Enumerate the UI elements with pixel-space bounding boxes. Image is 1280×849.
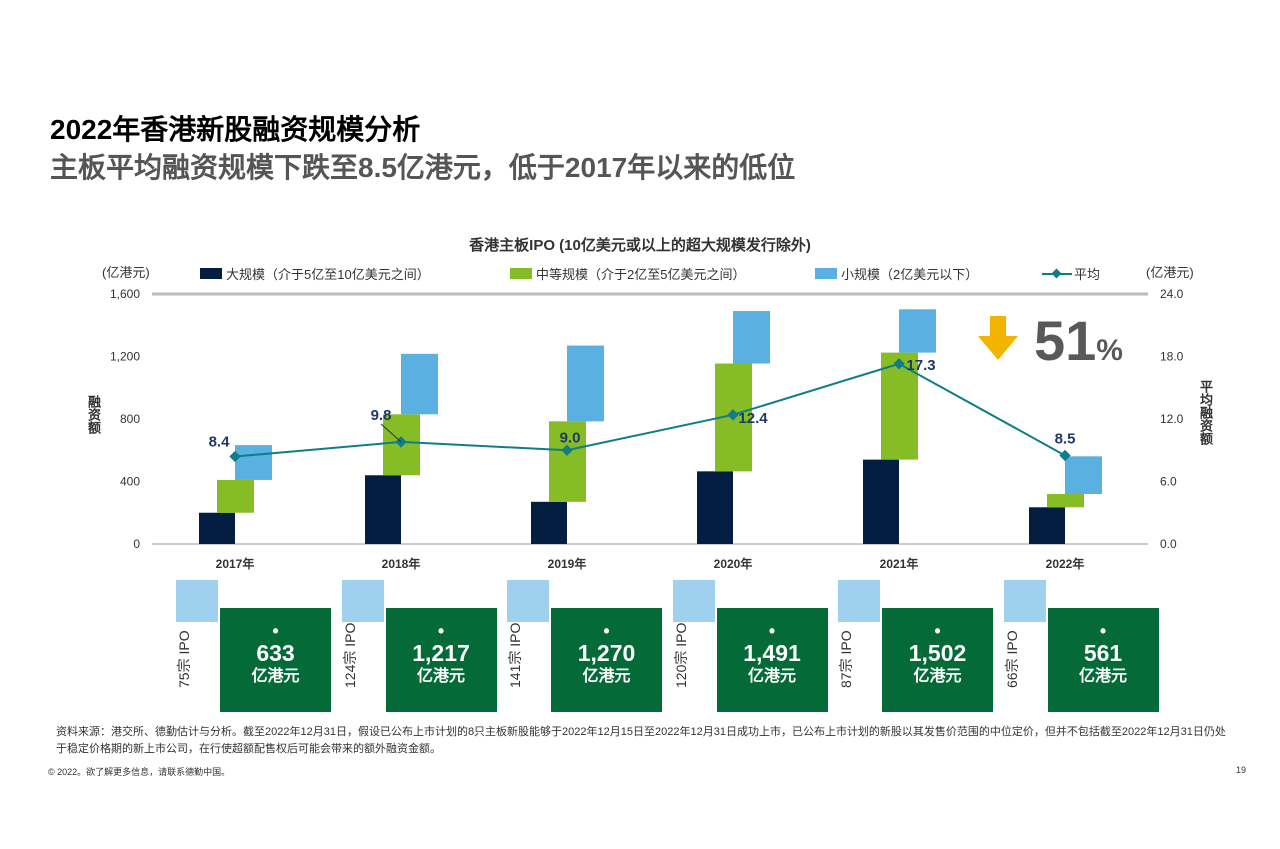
bar-medium (1047, 494, 1084, 508)
legend-small: 小规模（2亿美元以下） (815, 264, 978, 283)
average-point (561, 444, 573, 456)
total-unit: 亿港元 (582, 668, 631, 685)
average-point (727, 409, 739, 421)
total-box: • 1,270 亿港元 (551, 608, 662, 712)
bar-small (1065, 456, 1102, 494)
copyright: © 2022。欲了解更多信息，请联系德勤中国。 (48, 767, 231, 777)
total-value: 1,502 (908, 640, 967, 666)
bullet-icon: • (934, 621, 941, 641)
total-unit: 亿港元 (747, 668, 796, 685)
small-scale-swatch (176, 580, 218, 622)
arrow-down-icon (978, 316, 1018, 360)
average-point (229, 450, 241, 463)
bar-large (365, 475, 401, 544)
average-data-label: 17.3 (906, 357, 935, 374)
average-point (893, 358, 905, 370)
small-scale-swatch (672, 580, 715, 622)
y2-tick-label: 6.0 (1160, 475, 1177, 489)
label-leader-line (380, 423, 402, 443)
page-title: 2022年香港新股融资规模分析 (50, 114, 421, 145)
total-box: • 1,502 亿港元 (882, 608, 993, 712)
callout-percent: 51% (1034, 309, 1123, 372)
ipo-count: 75宗 IPO (176, 630, 192, 688)
total-unit: 亿港元 (251, 668, 300, 685)
ipo-count: 87宗 IPO (838, 630, 854, 688)
total-box: • 633 亿港元 (220, 608, 331, 712)
y-tick-label: 1,200 (110, 350, 140, 364)
average-data-label: 9.0 (560, 429, 581, 446)
bullet-icon: • (768, 621, 776, 641)
y2-tick-label: 12.0 (1160, 412, 1184, 426)
total-value: 1,270 (577, 640, 636, 666)
bullet-icon: • (1099, 621, 1107, 641)
bar-small (899, 309, 936, 353)
y-axis-label: 融资额 (86, 395, 101, 434)
average-data-label: 8.4 (209, 434, 231, 451)
y-tick-label: 400 (120, 475, 140, 489)
footnote: 资料来源：港交所、德勤估计与分析。截至2022年12月31日，假设已公布上市计划… (56, 726, 1226, 755)
total-value: 1,491 (743, 640, 801, 666)
total-unit: 亿港元 (913, 668, 962, 685)
total-box: • 1,491 亿港元 (716, 608, 828, 712)
bar-medium (217, 479, 254, 513)
page-subtitle: 主板平均融资规模下跌至8.5亿港元，低于2017年以来的低位 (50, 152, 796, 183)
legend-large: 大规模（介于5亿至10亿美元之间） (200, 264, 430, 283)
bar-small (733, 311, 770, 364)
left-axis-unit: (亿港元) (102, 265, 150, 280)
y-tick-label: 0 (133, 537, 140, 551)
y-tick-label: 800 (120, 412, 140, 426)
ipo-count: 120宗 IPO (672, 622, 689, 688)
bar-large (1029, 507, 1065, 544)
x-tick-label: 2022年 (1046, 556, 1085, 571)
y2-axis-label: 平均融资额 (1198, 380, 1213, 445)
total-box: • 1,217 亿港元 (385, 608, 497, 712)
y2-tick-label: 18.0 (1160, 350, 1184, 364)
bar-small (567, 345, 604, 422)
x-tick-label: 2017年 (216, 556, 255, 571)
x-tick-label: 2019年 (548, 556, 587, 571)
y2-tick-label: 0.0 (1160, 537, 1177, 551)
right-axis-unit: (亿港元) (1146, 265, 1194, 280)
ipo-count: 66宗 IPO (1003, 630, 1020, 688)
chart-canvas: 0 400 800 1,200 1,600 0.0 6.0 12.0 18.0 24.0 2017年… (110, 287, 1184, 571)
small-scale-swatch (341, 580, 384, 622)
average-data-label: 9.8 (371, 407, 392, 424)
small-scale-swatch (1003, 580, 1046, 622)
small-scale-swatch (507, 580, 549, 622)
small-scale-swatch (838, 580, 880, 622)
ipo-count: 141宗 IPO (507, 622, 523, 688)
bar-small (235, 445, 272, 480)
average-point (1059, 449, 1071, 462)
legend-average: 平均 (1042, 264, 1100, 283)
average-data-label: 8.5 (1055, 430, 1076, 447)
bar-large (531, 501, 567, 544)
legend-medium: 中等规模（介于2亿至5亿美元之间） (510, 264, 745, 283)
total-value: 633 (256, 640, 295, 666)
total-unit: 亿港元 (1078, 668, 1127, 685)
x-tick-label: 2021年 (880, 556, 919, 571)
y2-tick-label: 24.0 (1160, 287, 1184, 301)
average-data-label: 12.4 (738, 410, 768, 427)
bar-large (199, 512, 235, 544)
y-tick-label: 1,600 (110, 287, 140, 301)
x-tick-label: 2018年 (382, 556, 421, 571)
bar-large (697, 471, 733, 544)
x-tick-label: 2020年 (714, 556, 753, 571)
bar-medium (549, 421, 586, 502)
total-value: 1,217 (412, 640, 470, 666)
total-box: • 561 亿港元 (1047, 608, 1159, 712)
page-number: 19 (1236, 765, 1247, 775)
total-unit: 亿港元 (416, 668, 465, 685)
bar-large (863, 459, 899, 544)
average-line (234, 362, 1066, 458)
total-value: 561 (1083, 640, 1123, 666)
bullet-icon: • (603, 621, 610, 641)
bullet-icon: • (437, 621, 445, 641)
bar-small (401, 353, 438, 415)
ipo-count: 124宗 IPO (341, 622, 358, 688)
bullet-icon: • (272, 621, 279, 641)
chart-title: 香港主板IPO (10亿美元或以上的超大规模发行除外) (469, 237, 811, 254)
